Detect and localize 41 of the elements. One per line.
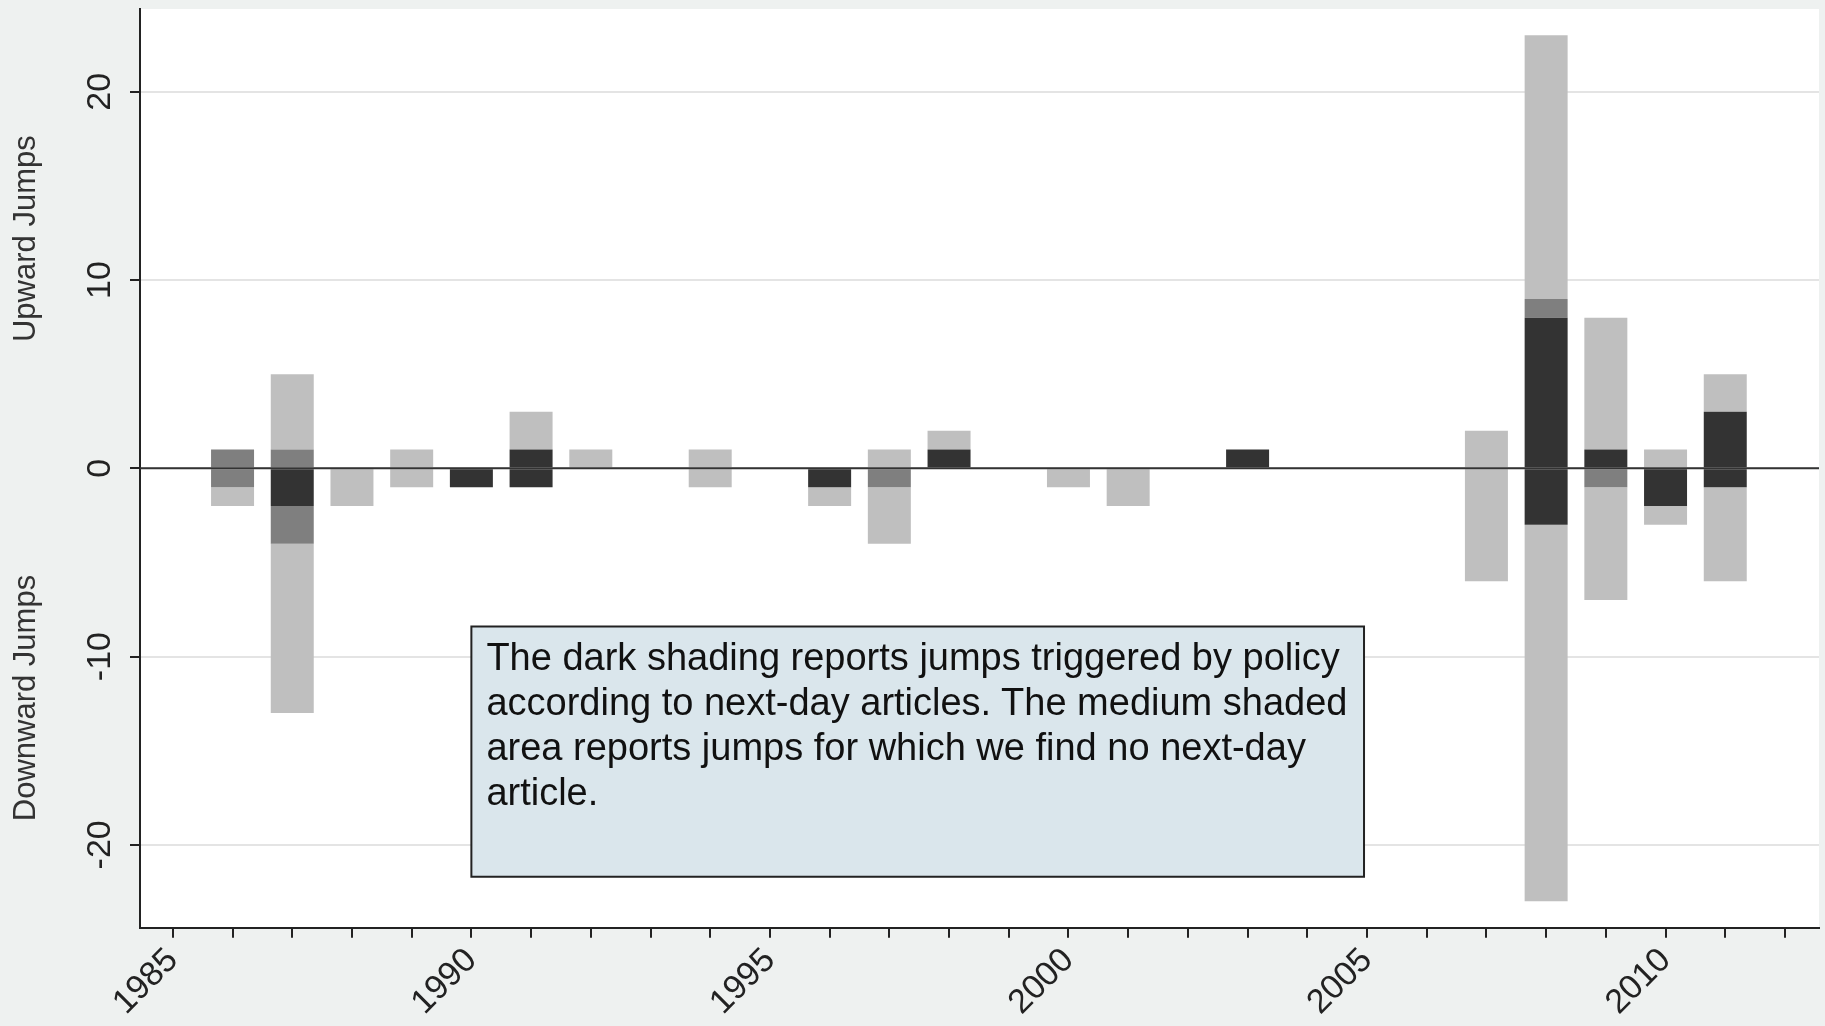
bar — [1703, 487, 1747, 582]
bar — [1644, 449, 1688, 468]
bar — [808, 487, 852, 506]
bar — [927, 430, 971, 450]
bar — [1584, 469, 1628, 488]
bar — [270, 505, 314, 544]
bar — [867, 487, 911, 544]
bar — [688, 469, 732, 488]
bar — [1703, 374, 1747, 412]
y-axis-title: Upward Jumps — [7, 135, 43, 343]
bar — [390, 449, 434, 468]
annotation: The dark shading reports jumps triggered by policy according to next-day articles. The medium shaded area reports jumps for which we find no next-day article. — [486, 635, 1348, 813]
y-tick-label: 0 — [79, 458, 118, 478]
bar — [330, 469, 374, 506]
bar — [867, 469, 911, 488]
bar — [1106, 469, 1150, 506]
bar — [1464, 469, 1508, 582]
bar — [1524, 35, 1568, 299]
bar — [1584, 317, 1628, 450]
bar — [1524, 298, 1568, 318]
y-tick-label: -10 — [79, 632, 118, 682]
bar — [211, 469, 255, 488]
y-tick-label: 20 — [79, 72, 118, 111]
bar — [1464, 430, 1508, 468]
bar — [211, 449, 255, 468]
bar — [1524, 524, 1568, 902]
bar — [688, 449, 732, 468]
bar — [1046, 469, 1090, 488]
bar — [270, 449, 314, 468]
y-tick-label: 10 — [79, 261, 118, 299]
bar — [211, 487, 255, 506]
bar — [867, 449, 911, 468]
y-tick-label: -20 — [79, 820, 118, 870]
bar — [569, 449, 613, 468]
bar — [390, 469, 434, 488]
bar — [270, 374, 314, 450]
bar — [270, 543, 314, 714]
text: Downward Jumps — [7, 574, 43, 822]
bar — [1644, 505, 1688, 525]
bar — [1584, 487, 1628, 601]
bar — [509, 411, 553, 450]
